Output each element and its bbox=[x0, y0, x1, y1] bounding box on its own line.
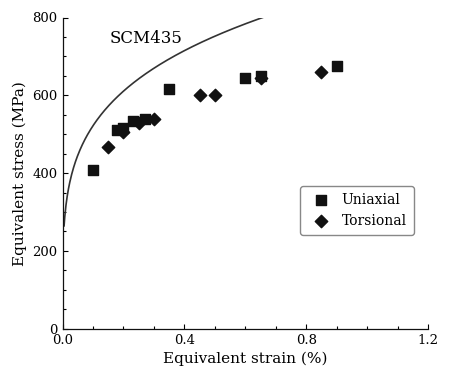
Uniaxial bbox=[166, 86, 173, 92]
Uniaxial bbox=[242, 75, 249, 81]
Torsional bbox=[196, 92, 203, 98]
Torsional bbox=[318, 69, 325, 75]
Torsional bbox=[257, 75, 264, 81]
Torsional bbox=[211, 92, 218, 98]
Text: SCM435: SCM435 bbox=[110, 30, 183, 47]
Legend: Uniaxial, Torsional: Uniaxial, Torsional bbox=[300, 186, 414, 235]
Uniaxial bbox=[114, 127, 121, 133]
X-axis label: Equivalent strain (%): Equivalent strain (%) bbox=[163, 352, 327, 366]
Torsional bbox=[150, 116, 157, 122]
Uniaxial bbox=[333, 63, 340, 69]
Uniaxial bbox=[89, 167, 97, 173]
Y-axis label: Equivalent stress (MPa): Equivalent stress (MPa) bbox=[13, 81, 27, 266]
Uniaxial bbox=[120, 125, 127, 132]
Uniaxial bbox=[141, 116, 148, 122]
Torsional bbox=[120, 129, 127, 135]
Uniaxial bbox=[129, 117, 136, 124]
Uniaxial bbox=[257, 73, 264, 79]
Torsional bbox=[105, 144, 112, 150]
Torsional bbox=[135, 119, 143, 125]
